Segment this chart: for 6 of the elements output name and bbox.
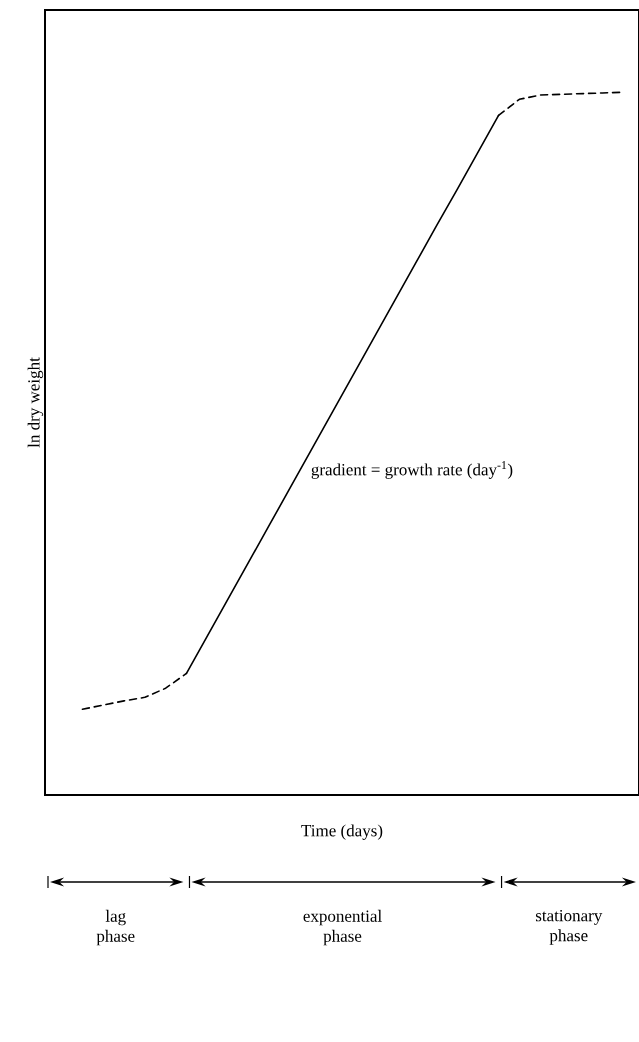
- x-axis-title: Time (days): [301, 824, 383, 840]
- text: stationary phase: [535, 909, 603, 945]
- y-axis-title: ln dry weight: [27, 357, 44, 448]
- text: exponential phase: [303, 909, 382, 946]
- annotation: gradient = growth rate (day$^{-1}$): [311, 461, 513, 479]
- text: lag phase: [96, 909, 135, 946]
